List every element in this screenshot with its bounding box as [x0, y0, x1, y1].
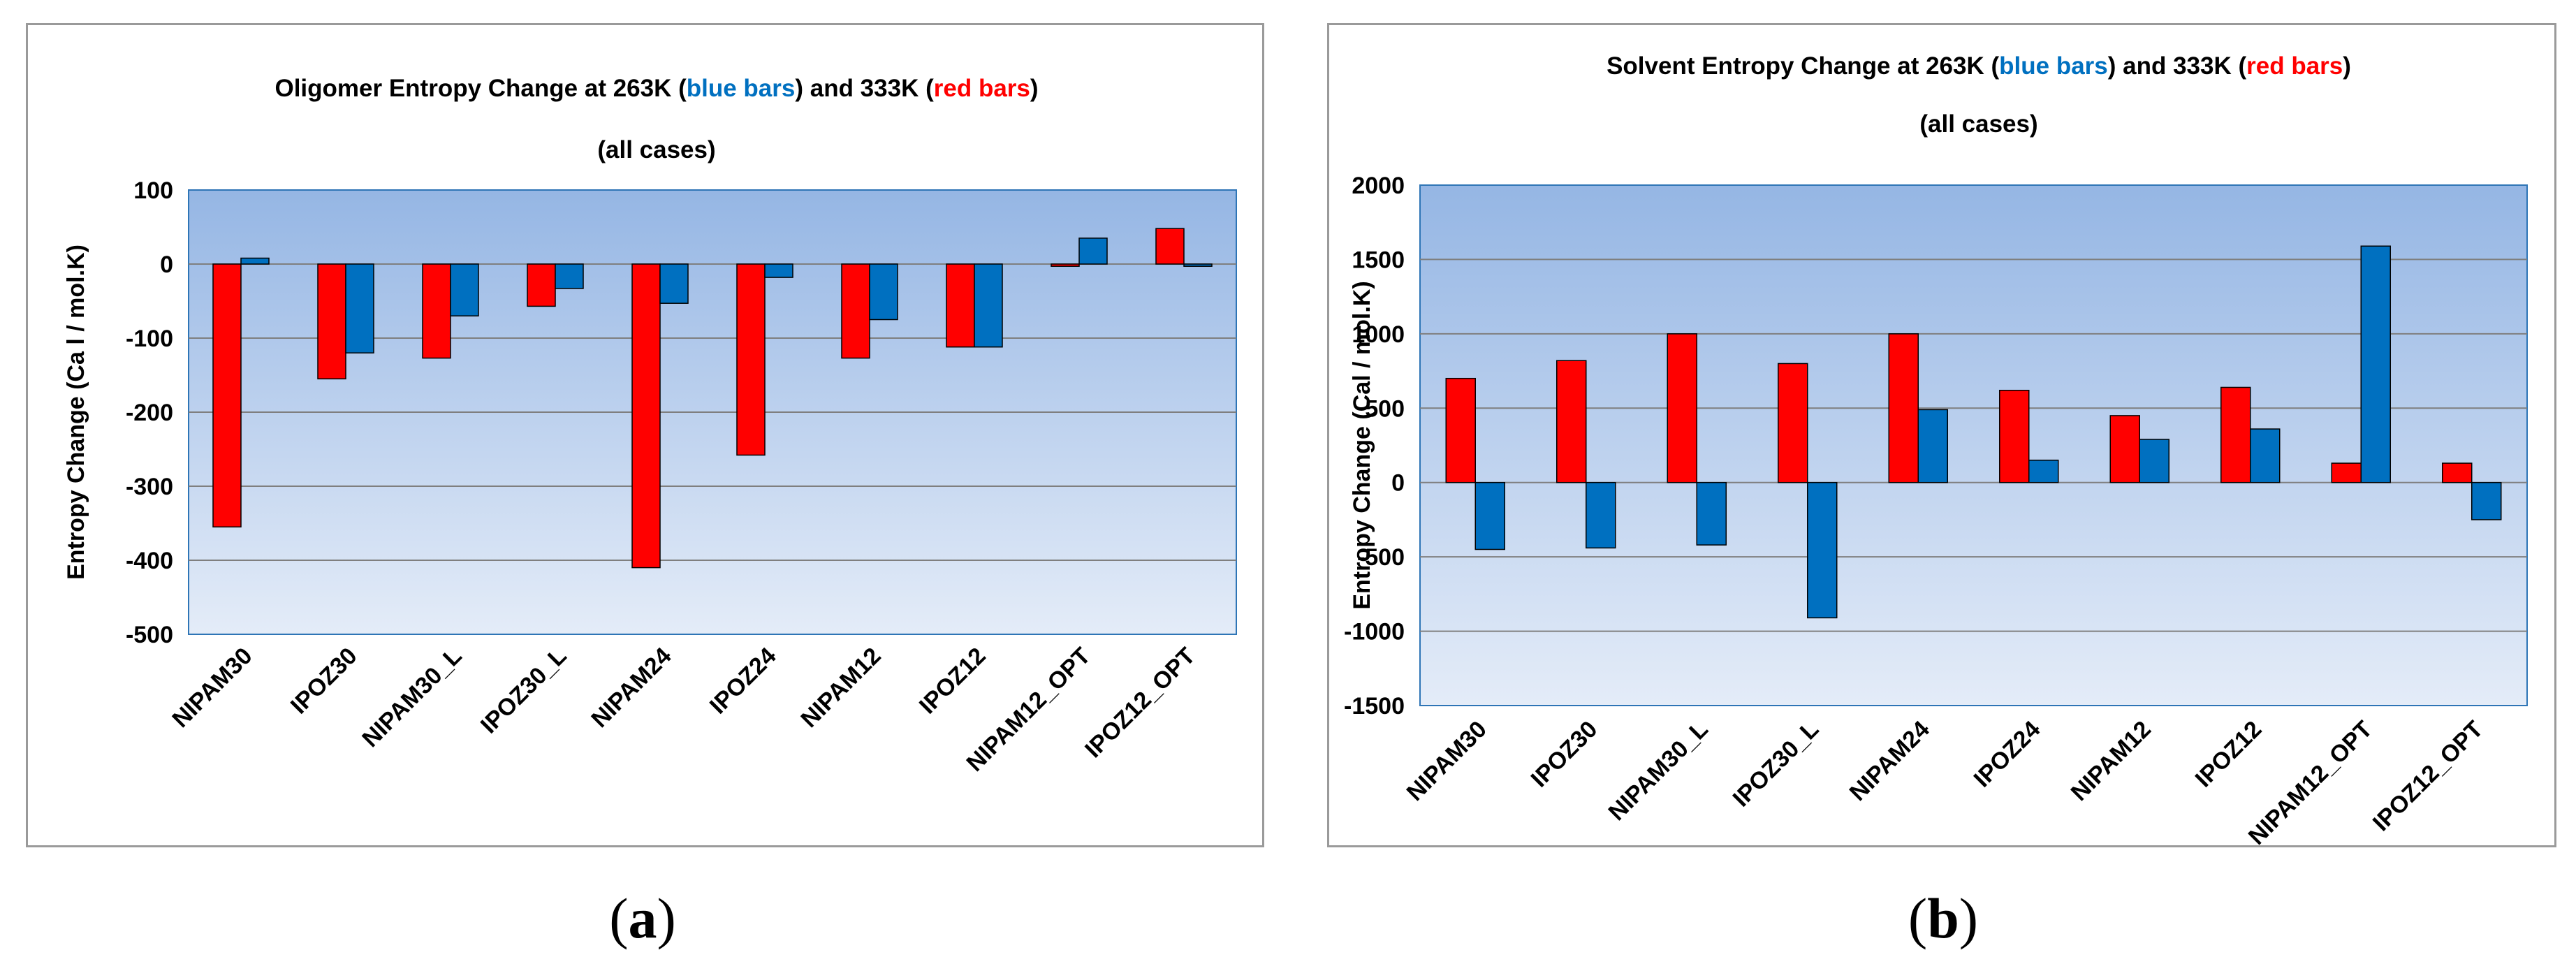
chart-b-bar-blue	[1586, 481, 1616, 549]
chart-b-bar-red	[2220, 386, 2251, 483]
chart-a-title-suffix: )	[1030, 75, 1039, 102]
chart-b-bar-red	[1445, 377, 1476, 483]
chart-a-bar-red	[1051, 263, 1080, 267]
chart-a-bar-blue	[1078, 238, 1108, 265]
chart-b-category-label: IPOZ12_OPT	[2368, 716, 2489, 837]
chart-b-bar-red	[2442, 462, 2473, 483]
chart-a-bar-blue	[869, 263, 898, 321]
chart-b-category-label: IPOZ12	[2190, 716, 2267, 793]
chart-b-bar-red	[1778, 363, 1808, 483]
chart-b-subtitle: (all cases)	[1919, 110, 2037, 138]
chart-a-ytick-label: 0	[160, 251, 173, 278]
chart-b-bar-blue	[2250, 428, 2281, 483]
chart-b-category-label: IPOZ30_L	[1728, 716, 1824, 812]
chart-a-bar-blue	[659, 263, 689, 304]
chart-a-title-blue: blue bars	[687, 75, 796, 102]
caption-a: (a)	[609, 886, 676, 950]
chart-a-category-label: IPOZ30	[286, 643, 363, 720]
chart-b-category-label: IPOZ24	[1969, 716, 2046, 793]
chart-a-bar-blue	[555, 263, 584, 289]
chart-b-bar-red	[1888, 333, 1919, 483]
caption-b: (b)	[1908, 886, 1979, 950]
chart-b-bar-blue	[1474, 481, 1505, 550]
chart-a-bar-red	[946, 263, 975, 348]
chart-b-ytick-label: -1500	[1344, 693, 1405, 720]
chart-a-title: Oligomer Entropy Change at 263K (blue ba…	[275, 75, 1038, 102]
chart-b-bar-blue	[2028, 460, 2059, 483]
chart-b-bar-red	[2109, 415, 2140, 483]
chart-b-title-prefix: Solvent Entropy Change at 263K (	[1607, 52, 1999, 80]
chart-a-ytick-label: -500	[126, 622, 173, 648]
chart-a-svg: Oligomer Entropy Change at 263K (blue ba…	[63, 75, 1237, 777]
chart-b-bar-blue	[2360, 245, 2391, 483]
chart-a-category-label: NIPAM24	[586, 643, 676, 733]
chart-a-bar-blue	[1183, 263, 1213, 267]
chart-a-bar-red	[527, 263, 556, 307]
chart-b-category-label: NIPAM30_L	[1604, 716, 1713, 826]
chart-b-plot-area	[1419, 184, 2528, 706]
chart-a-category-label: NIPAM12	[796, 643, 886, 733]
chart-b-ytick-label: 1000	[1352, 321, 1405, 348]
chart-b-bar-blue	[2471, 481, 2502, 520]
caption-a-letter: a	[628, 886, 657, 950]
chart-b-ytick-label: 500	[1365, 395, 1405, 422]
chart-b-bar-blue	[1917, 409, 1948, 483]
chart-b-ytick-label: 2000	[1352, 173, 1405, 199]
chart-a-bar-blue	[240, 257, 270, 265]
chart-b-title-blue: blue bars	[1999, 52, 2108, 80]
chart-a-bar-blue	[974, 263, 1003, 348]
chart-b-category-label: NIPAM30	[1402, 716, 1492, 806]
chart-a-bar-blue	[764, 263, 793, 278]
chart-b-ytick-label: -500	[1357, 544, 1405, 571]
chart-a-ytick-label: -400	[126, 548, 173, 574]
chart-a-title-prefix: Oligomer Entropy Change at 263K (	[275, 75, 687, 102]
chart-a-category-label: IPOZ12	[914, 643, 991, 720]
chart-a-category-label: IPOZ30_L	[476, 643, 572, 739]
chart-a-bar-red	[841, 263, 870, 359]
chart-a-bar-red	[631, 263, 661, 569]
chart-a-title-middle: ) and 333K (	[795, 75, 934, 102]
chart-a-ytick-label: -200	[126, 400, 173, 426]
chart-a-category-label: IPOZ12_OPT	[1080, 643, 1201, 764]
chart-a-ytick-label: 100	[133, 177, 173, 204]
chart-panel-a: Oligomer Entropy Change at 263K (blue ba…	[26, 23, 1264, 847]
chart-b-category-label: NIPAM24	[1845, 716, 1935, 806]
chart-a-bar-blue	[345, 263, 374, 353]
chart-b-category-label: NIPAM12	[2066, 716, 2156, 806]
chart-b-title-middle: ) and 333K (	[2108, 52, 2247, 80]
chart-b-bar-red	[1667, 333, 1697, 483]
chart-b-bar-red	[1556, 360, 1587, 483]
chart-b-bar-blue	[2139, 439, 2169, 483]
chart-a-category-label: IPOZ24	[705, 643, 782, 720]
chart-a-bar-red	[422, 263, 451, 359]
chart-a-title-red: red bars	[934, 75, 1030, 102]
chart-b-bar-blue	[1696, 481, 1727, 546]
chart-a-bar-red	[1155, 228, 1185, 265]
chart-a-category-label: NIPAM30_L	[357, 643, 467, 752]
chart-b-category-label: IPOZ30	[1526, 716, 1603, 793]
chart-b-ytick-label: 1500	[1352, 247, 1405, 273]
caption-b-letter: b	[1927, 886, 1959, 950]
chart-a-ytick-label: -100	[126, 326, 173, 352]
chart-b-bar-blue	[1807, 481, 1838, 619]
chart-a-bar-red	[212, 263, 242, 528]
chart-a-bar-red	[317, 263, 346, 380]
chart-b-ylabel: Entropy Change (Cal / mol.K)	[1349, 281, 1375, 609]
chart-b-bar-red	[2331, 462, 2362, 483]
chart-panel-b: Solvent Entropy Change at 263K (blue bar…	[1327, 23, 2556, 847]
chart-b-svg: Solvent Entropy Change at 263K (blue bar…	[1344, 52, 2528, 845]
chart-b-title-red: red bars	[2246, 52, 2343, 80]
chart-a-bar-blue	[450, 263, 479, 316]
chart-a-ytick-label: -300	[126, 474, 173, 500]
chart-b-title: Solvent Entropy Change at 263K (blue bar…	[1607, 52, 2351, 80]
chart-b-ytick-label: -1000	[1344, 619, 1405, 645]
chart-a-ylabel: Entropy Change (Ca l / mol.K)	[63, 244, 89, 580]
chart-a-category-label: NIPAM30	[167, 643, 257, 733]
chart-b-bar-red	[1999, 389, 2030, 483]
chart-a-subtitle: (all cases)	[597, 136, 715, 163]
chart-b-title-suffix: )	[2343, 52, 2351, 80]
chart-a-bar-red	[736, 263, 766, 456]
chart-b-ytick-label: 0	[1391, 470, 1405, 497]
